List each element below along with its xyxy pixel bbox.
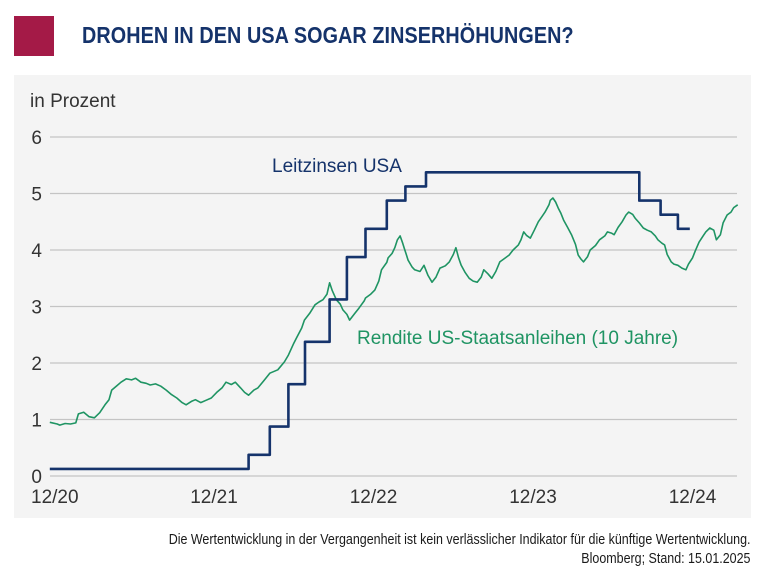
x-tick-label: 12/20 [31, 487, 79, 508]
y-tick-label: 3 [31, 298, 42, 319]
y-tick-label: 5 [31, 185, 42, 206]
footer: Die Wertentwicklung in der Vergangenheit… [168, 531, 750, 569]
gridlines [50, 136, 737, 477]
x-tick-labels: 12/20 12/21 12/22 12/23 12/24 [31, 487, 717, 508]
y-tick-labels: 0 1 2 3 4 5 6 [31, 128, 42, 488]
y-tick-label: 2 [31, 354, 42, 375]
x-tick-label: 12/24 [669, 487, 717, 508]
x-tick-label: 12/23 [509, 487, 557, 508]
series-rendite-line [49, 197, 739, 426]
y-tick-label: 6 [31, 128, 42, 149]
annotation-rendite: Rendite US-Staatsanleihen (10 Jahre) [357, 328, 678, 349]
series-leitzinsen-line [49, 171, 690, 471]
y-tick-label: 1 [31, 411, 42, 432]
annotation-leitzinsen: Leitzinsen USA [272, 156, 402, 177]
y-tick-label: 0 [31, 467, 42, 488]
x-tick-label: 12/22 [350, 487, 398, 508]
series-lines [49, 171, 739, 471]
chart-title: DROHEN IN DEN USA SOGAR ZINSERHÖHUNGEN? [82, 22, 574, 48]
chart-panel [14, 75, 751, 518]
source-text: Bloomberg; Stand: 15.01.2025 [580, 551, 750, 567]
disclaimer-text: Die Wertentwicklung in der Vergangenheit… [168, 532, 750, 548]
x-tick-label: 12/21 [190, 487, 238, 508]
y-tick-label: 4 [31, 241, 42, 262]
y-axis-label: in Prozent [30, 91, 116, 112]
brand-square [14, 16, 54, 56]
